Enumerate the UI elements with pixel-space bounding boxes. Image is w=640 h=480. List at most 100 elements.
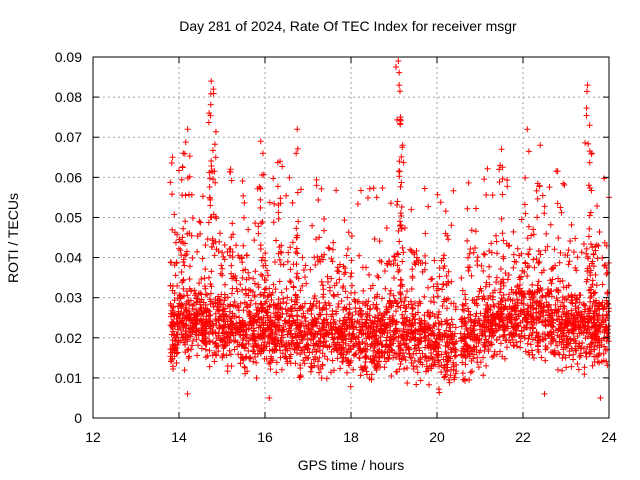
data-point (429, 310, 436, 317)
data-point (594, 342, 601, 349)
data-point (240, 242, 247, 249)
data-point (557, 204, 564, 211)
y-tick-label: 0.02 (55, 330, 82, 346)
data-point (430, 330, 437, 337)
data-point (319, 320, 326, 327)
data-point (381, 267, 388, 274)
data-point (419, 268, 426, 275)
data-point (244, 252, 251, 259)
data-point (319, 361, 326, 368)
data-point (246, 355, 253, 362)
data-point (367, 285, 374, 292)
data-point (524, 308, 531, 315)
data-point (239, 274, 246, 281)
data-point (504, 306, 511, 313)
data-point (260, 171, 267, 178)
data-point (427, 355, 434, 362)
data-point (197, 219, 204, 226)
data-point (177, 247, 184, 254)
data-point (167, 300, 174, 307)
data-point (482, 313, 489, 320)
data-point (230, 338, 237, 345)
data-point (434, 344, 441, 351)
data-point (513, 259, 520, 266)
data-point (490, 318, 497, 325)
data-point (371, 319, 378, 325)
data-point (385, 258, 392, 265)
data-point (438, 369, 445, 376)
x-tick-label: 16 (257, 429, 273, 445)
data-point (352, 308, 359, 315)
data-point (245, 326, 252, 333)
data-point (331, 345, 338, 352)
data-point (551, 246, 558, 253)
data-point (275, 202, 282, 209)
data-point (308, 364, 315, 371)
data-point (395, 251, 402, 258)
data-point (486, 247, 493, 254)
data-point (599, 281, 606, 288)
data-point (600, 305, 607, 312)
data-point (352, 351, 359, 358)
data-point (431, 356, 438, 363)
data-point (226, 252, 233, 259)
data-point (414, 328, 421, 335)
data-point (236, 314, 243, 321)
data-point (234, 343, 241, 350)
data-point (494, 250, 501, 257)
data-point (599, 299, 606, 306)
axis-ticks: 12 14 16 18 20 22 24 0 0.01 0.02 0.03 0.04 0.05 0.06 0… (55, 49, 617, 445)
data-point (535, 333, 542, 340)
data-point (485, 323, 492, 330)
data-point (581, 371, 588, 378)
data-point (256, 334, 263, 341)
data-point (475, 364, 482, 371)
data-point (588, 187, 595, 194)
data-point (345, 229, 352, 236)
data-point (179, 302, 186, 309)
data-point (493, 336, 500, 343)
data-point (209, 147, 216, 154)
data-point (252, 300, 259, 307)
data-point (264, 267, 271, 274)
data-point (305, 325, 312, 332)
data-point (193, 306, 200, 313)
data-point (328, 348, 335, 355)
data-point (580, 323, 587, 330)
data-point (448, 300, 455, 307)
data-point (389, 312, 396, 319)
data-point (498, 215, 505, 222)
data-point (398, 225, 405, 232)
data-point (301, 328, 308, 335)
data-point (497, 348, 504, 355)
data-point (189, 327, 196, 334)
data-point (525, 250, 532, 257)
data-point (240, 214, 247, 221)
data-point (186, 311, 193, 318)
data-point (392, 327, 399, 334)
data-point (237, 332, 244, 339)
data-point (521, 268, 528, 275)
data-point (552, 301, 559, 308)
data-point (561, 182, 568, 189)
data-point (367, 317, 374, 324)
data-point (398, 179, 405, 186)
data-point (496, 178, 503, 185)
data-point (586, 305, 593, 312)
data-point (584, 343, 591, 350)
data-point (462, 361, 469, 368)
data-point (602, 324, 609, 331)
data-point (575, 366, 582, 373)
data-point (565, 329, 572, 336)
data-point (527, 304, 534, 311)
data-point (318, 278, 325, 285)
data-point (421, 293, 428, 300)
data-point (396, 342, 403, 349)
data-point (292, 249, 299, 256)
data-point (318, 374, 325, 381)
data-point (243, 276, 250, 283)
data-point (271, 258, 278, 265)
data-point (473, 296, 480, 303)
data-point (410, 365, 417, 372)
data-point (294, 270, 301, 277)
